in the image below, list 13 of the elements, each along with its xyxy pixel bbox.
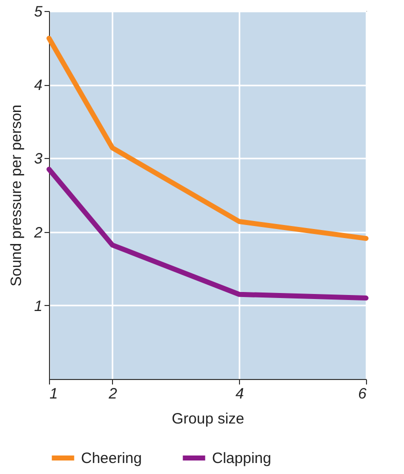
legend-label: Clapping [212,450,272,467]
x-tick-label: 6 [358,386,368,402]
y-axis-title: Sound pressure per person [8,104,26,286]
x-axis-title: Group size [172,410,244,428]
y-tick-label: 2 [33,224,44,242]
y-tick-label: 1 [34,298,42,315]
y-tick-label: 3 [34,150,44,168]
legend-label: Cheering [81,450,142,467]
y-tick-label: 4 [34,77,42,94]
y-tick-label: 5 [34,4,44,20]
x-tick-label: 2 [108,386,118,402]
x-tick-label: 4 [236,386,244,402]
x-tick-label: 1 [50,386,58,402]
